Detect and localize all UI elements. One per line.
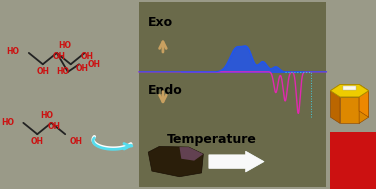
Bar <box>343 86 356 90</box>
Bar <box>343 86 356 90</box>
Text: OH: OH <box>53 52 66 61</box>
Polygon shape <box>209 151 264 172</box>
Text: OH: OH <box>31 137 44 146</box>
Text: HO: HO <box>7 47 20 57</box>
Polygon shape <box>340 97 359 123</box>
Text: HO: HO <box>59 41 71 50</box>
Text: OH: OH <box>36 67 49 76</box>
Text: HO: HO <box>40 111 53 120</box>
Polygon shape <box>331 84 368 97</box>
Polygon shape <box>331 91 340 123</box>
Polygon shape <box>209 151 265 172</box>
Text: OH: OH <box>70 137 83 146</box>
Text: OH: OH <box>76 64 89 73</box>
Text: HO: HO <box>1 118 14 127</box>
Bar <box>139 2 326 187</box>
Text: Temperature: Temperature <box>167 133 256 146</box>
Bar <box>330 132 376 189</box>
Text: OH: OH <box>48 122 61 131</box>
Text: OH: OH <box>81 52 94 61</box>
Polygon shape <box>179 147 203 161</box>
Polygon shape <box>359 84 368 117</box>
Text: Endo: Endo <box>148 84 183 97</box>
Text: HO: HO <box>56 67 69 76</box>
Text: OH: OH <box>87 60 100 69</box>
Polygon shape <box>359 91 368 123</box>
Polygon shape <box>148 146 203 177</box>
Polygon shape <box>331 84 368 97</box>
Text: Exo: Exo <box>148 16 173 29</box>
